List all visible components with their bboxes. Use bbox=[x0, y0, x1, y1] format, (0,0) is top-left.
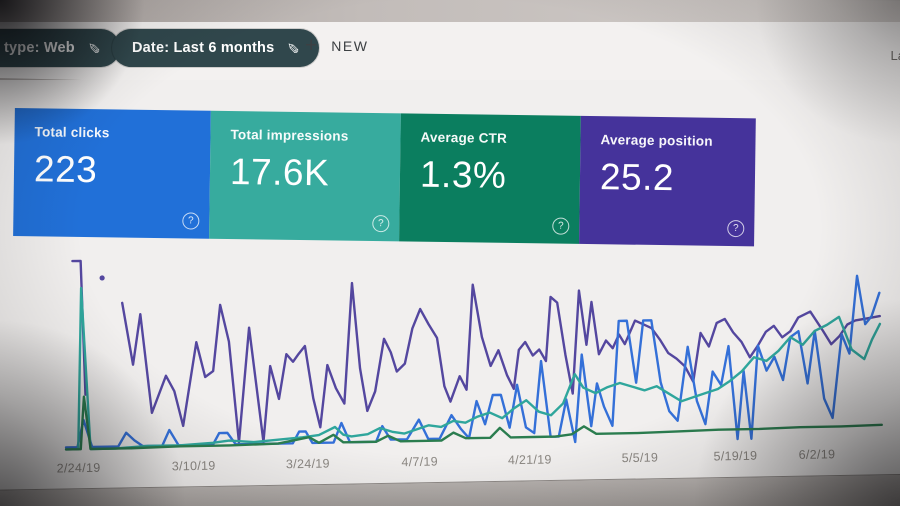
search-type-chip-label: type: Web bbox=[4, 40, 75, 56]
average-position-value: 25.2 bbox=[599, 156, 675, 199]
total-clicks-label: Total clicks bbox=[34, 124, 110, 141]
average-ctr-label: Average CTR bbox=[420, 129, 508, 146]
last-updated-clipped-text: La bbox=[890, 48, 900, 63]
total-clicks-value: 223 bbox=[33, 148, 98, 191]
edit-pencil-icon[interactable]: ✎ bbox=[84, 41, 102, 55]
new-filter-button[interactable]: + NEW bbox=[305, 35, 368, 56]
search-type-chip[interactable]: type: Web ✎ bbox=[0, 29, 120, 67]
help-icon[interactable]: ? bbox=[182, 212, 200, 230]
series-dot-position bbox=[99, 275, 105, 281]
date-range-chip[interactable]: Date: Last 6 months ✎ bbox=[112, 29, 320, 67]
date-range-chip-label: Date: Last 6 months bbox=[132, 40, 275, 56]
total-clicks-card[interactable]: Total clicks 223 ? bbox=[13, 108, 211, 239]
edit-pencil-icon[interactable]: ✎ bbox=[283, 41, 301, 55]
performance-report: Total clicks 223 ? Total impressions 17.… bbox=[0, 80, 900, 492]
performance-chart: 2/24/19 3/10/19 3/24/19 4/7/19 4/21/19 5/5/19… bbox=[6, 230, 894, 492]
total-impressions-card[interactable]: Total impressions 17.6K ? bbox=[209, 110, 401, 242]
plus-icon: + bbox=[305, 34, 318, 57]
total-impressions-value: 17.6K bbox=[229, 151, 330, 194]
help-icon[interactable]: ? bbox=[552, 217, 570, 235]
average-ctr-value: 1.3% bbox=[419, 153, 507, 196]
total-impressions-label: Total impressions bbox=[230, 127, 349, 144]
filter-bar: type: Web ✎ Date: Last 6 months ✎ + NEW … bbox=[0, 22, 900, 80]
metric-cards-row: Total clicks 223 ? Total impressions 17.… bbox=[13, 108, 756, 247]
help-icon[interactable]: ? bbox=[372, 215, 390, 233]
average-position-card[interactable]: Average position 25.2 ? bbox=[579, 115, 756, 247]
average-position-label: Average position bbox=[600, 132, 713, 149]
chart-svg bbox=[64, 259, 883, 451]
average-ctr-card[interactable]: Average CTR 1.3% ? bbox=[399, 113, 581, 244]
new-filter-label: NEW bbox=[331, 37, 369, 54]
